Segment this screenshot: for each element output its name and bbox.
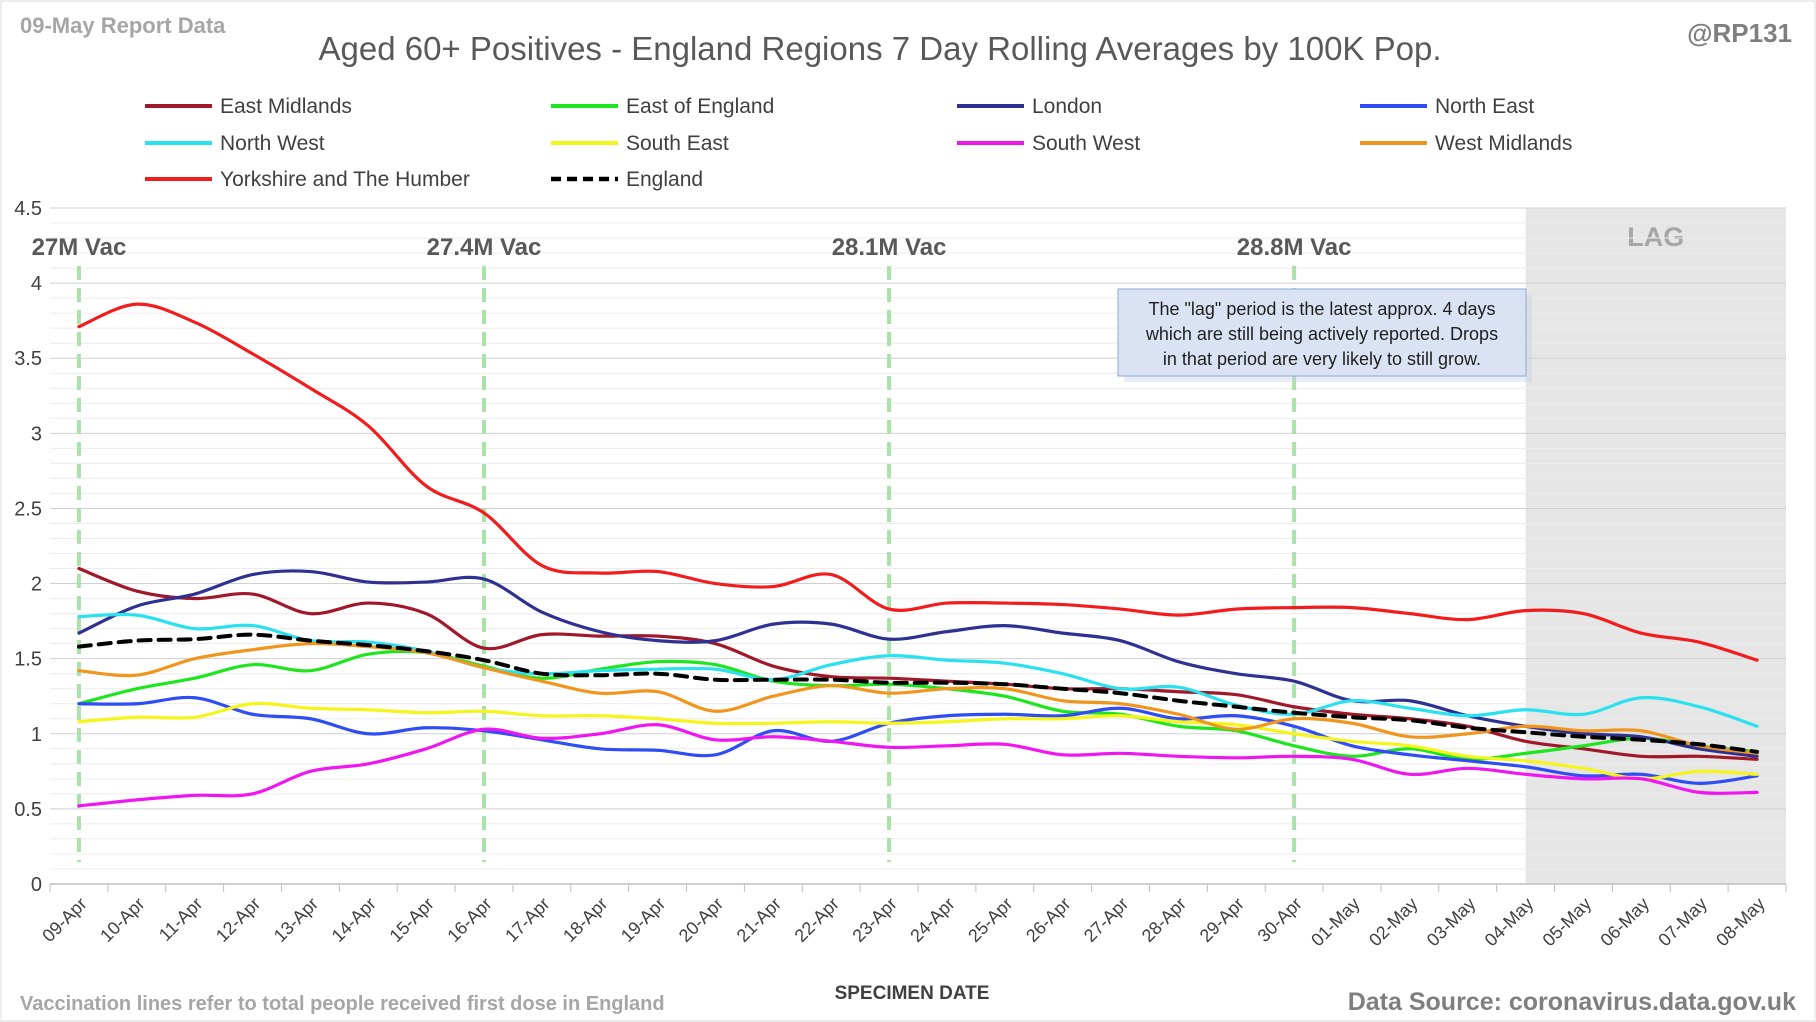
y-tick-label: 4.5 <box>14 198 42 220</box>
legend-label: North West <box>220 132 325 155</box>
vaccination-marker-label: 27M Vac <box>32 234 127 261</box>
y-axis: 0 0.5 1 1.5 2 2.5 3 3.5 4 4.5 <box>14 198 42 896</box>
legend-label: London <box>1032 95 1102 118</box>
y-tick-label: 0.5 <box>14 799 42 821</box>
handle-label: @RP131 <box>1687 18 1792 48</box>
legend: East Midlands East of England London North … <box>145 95 1572 191</box>
legend-label: East Midlands <box>220 95 352 118</box>
y-tick-label: 1.5 <box>14 649 42 671</box>
legend-label: West Midlands <box>1435 132 1572 155</box>
series-line-north-west <box>77 612 1759 728</box>
report-date-label: 09-May Report Data <box>20 13 226 38</box>
chart-title: Aged 60+ Positives - England Regions 7 D… <box>318 30 1441 67</box>
lag-note-background <box>1117 288 1527 377</box>
lag-region <box>1525 208 1786 884</box>
series-line-south-west <box>77 723 1759 808</box>
series-lines <box>76 302 1760 808</box>
legend-label: East of England <box>626 95 774 118</box>
legend-label: North East <box>1435 95 1534 118</box>
data-source-label: Data Source: coronavirus.data.gov.uk <box>1348 988 1796 1016</box>
legend-label: England <box>626 168 703 191</box>
vaccination-marker-label: 28.1M Vac <box>832 234 947 261</box>
lag-note-box: The "lag" period is the latest approx. 4… <box>1117 288 1532 382</box>
series-line-north-east <box>77 695 1759 785</box>
lag-region-layer: LAG <box>1525 208 1786 884</box>
y-tick-label: 4 <box>31 273 42 295</box>
y-tick-label: 3 <box>31 423 42 445</box>
series-line-south-east <box>77 701 1759 781</box>
vaccination-footnote: Vaccination lines refer to total people … <box>20 993 665 1015</box>
x-axis-title: SPECIMEN DATE <box>835 983 990 1004</box>
lag-note-line-3: in that period are very likely to still … <box>1163 349 1481 369</box>
series-line-yorkshire-and-the-humber <box>77 302 1759 662</box>
y-tick-label: 0 <box>31 874 42 896</box>
series-line-england <box>76 632 1760 754</box>
y-tick-label: 3.5 <box>14 348 42 370</box>
lag-label: LAG <box>1627 222 1684 252</box>
legend-label: South East <box>626 132 729 155</box>
vaccination-marker-label: 27.4M Vac <box>427 234 542 261</box>
lag-note-line-2: which are still being actively reported.… <box>1145 324 1498 344</box>
series-line-east-of-england <box>77 649 1759 761</box>
y-tick-label: 1 <box>31 724 42 746</box>
y-tick-label: 2.5 <box>14 498 42 520</box>
legend-label: Yorkshire and The Humber <box>220 168 470 191</box>
lag-note-line-1: The "lag" period is the latest approx. 4… <box>1149 299 1496 319</box>
vaccination-markers: 27M Vac 27.4M Vac 28.1M Vac 28.8M Vac <box>32 234 1352 862</box>
legend-label: South West <box>1032 132 1140 155</box>
vaccination-marker-label: 28.8M Vac <box>1237 234 1352 261</box>
y-tick-label: 2 <box>31 574 42 596</box>
gridlines <box>50 207 1786 885</box>
